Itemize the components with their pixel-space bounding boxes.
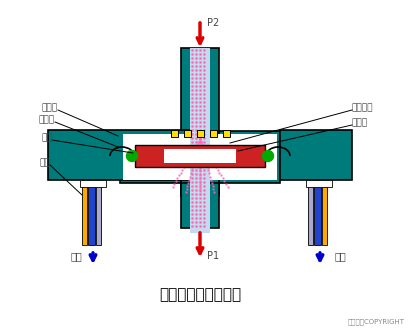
Bar [306,180,332,187]
Circle shape [127,151,138,162]
Bar [120,131,280,183]
Bar [308,185,313,245]
Text: P2: P2 [207,18,219,28]
Bar [223,130,230,137]
Bar [190,48,210,233]
Text: 扩散硅式压力传感器: 扩散硅式压力传感器 [159,288,241,303]
Text: 高压腔: 高压腔 [39,115,55,124]
Bar [280,130,352,180]
Bar [181,183,219,228]
Text: 电流: 电流 [70,251,82,261]
Bar [164,149,236,163]
Bar [88,185,95,245]
Text: 硅杯: 硅杯 [41,133,52,142]
Circle shape [263,151,273,162]
Bar [210,134,277,180]
Bar [171,130,178,137]
Bar [96,185,101,245]
Text: 电流: 电流 [334,251,346,261]
Bar [210,130,217,137]
Bar [48,130,192,180]
Bar [181,48,219,196]
Bar [135,145,265,167]
Bar [123,134,190,180]
Bar [322,185,327,245]
Text: 东方仿真COPYRIGHT: 东方仿真COPYRIGHT [348,318,405,325]
Bar [197,130,204,137]
Text: 引线: 引线 [39,158,50,167]
Text: 硅膜片: 硅膜片 [352,118,368,127]
Text: 低压腔: 低压腔 [42,103,58,112]
Text: 扩散电阻: 扩散电阻 [352,103,374,112]
Bar [82,185,87,245]
Bar [314,185,321,245]
Bar [184,130,191,137]
Text: P1: P1 [207,251,219,261]
Bar [80,180,106,187]
